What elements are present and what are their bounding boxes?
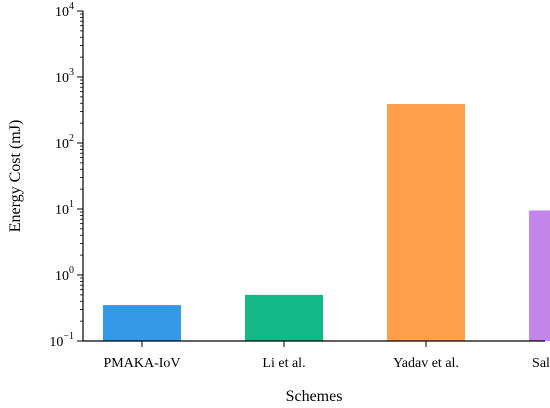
x-axis-title: Schemes (286, 388, 343, 405)
y-tick-base: 10 (55, 269, 69, 284)
bars-group (103, 103, 550, 341)
x-tick-label: Yadav et al. (393, 356, 459, 371)
bar (245, 294, 323, 341)
y-tick-exponent: 1 (69, 199, 74, 210)
y-tick-exponent: −1 (63, 331, 74, 342)
y-tick-base: 10 (55, 137, 69, 152)
y-tick-label: 104 (55, 1, 74, 20)
y-axis-title: Energy Cost (mJ) (7, 120, 24, 233)
y-tick-base: 10 (55, 203, 69, 218)
x-tick-label: PMAKA-IoV (104, 356, 181, 371)
y-tick-base: 10 (49, 335, 63, 350)
y-tick-label: 103 (55, 67, 74, 86)
y-tick-exponent: 0 (69, 265, 74, 276)
bar (103, 305, 181, 341)
y-tick-exponent: 2 (69, 133, 74, 144)
bar (529, 210, 550, 341)
y-tick-label: 10−1 (49, 331, 74, 350)
y-tick-label: 101 (55, 199, 74, 218)
y-tick-base: 10 (55, 5, 69, 20)
y-tick-exponent: 4 (69, 1, 74, 12)
y-tick-label: 100 (55, 265, 74, 284)
x-ticks-group: PMAKA-IoV Li et al. Yadav et al. Saleem et … (104, 341, 550, 371)
bar (387, 103, 465, 341)
y-tick-label: 102 (55, 133, 74, 152)
y-tick-exponent: 3 (69, 67, 74, 78)
y-tick-base: 10 (55, 71, 69, 86)
x-tick-label: Li et al. (262, 356, 305, 371)
x-tick-label: Saleem et al. (532, 356, 550, 371)
